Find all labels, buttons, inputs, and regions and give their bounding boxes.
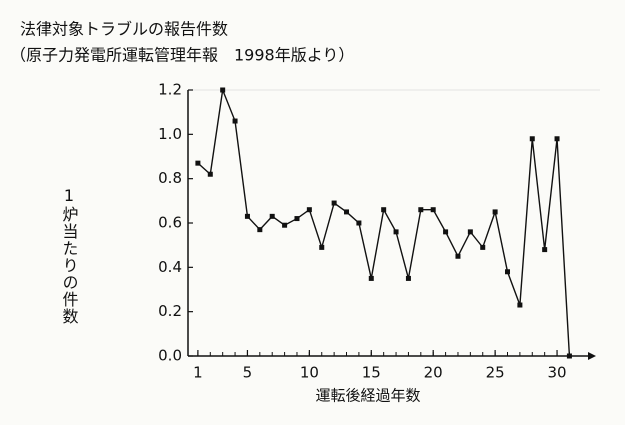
- x-tick-label: 30: [547, 364, 566, 382]
- x-tick-label: 1: [193, 364, 203, 382]
- data-point: [529, 136, 535, 142]
- data-point: [517, 302, 523, 308]
- x-axis-label: 運転後経過年数: [315, 387, 420, 405]
- data-point: [418, 207, 424, 213]
- x-tick-label: 25: [486, 364, 505, 382]
- data-point: [195, 160, 201, 166]
- data-point: [393, 229, 399, 235]
- data-point: [232, 118, 238, 124]
- data-point: [381, 207, 387, 213]
- chart-title: 法律対象トラブルの報告件数: [20, 20, 228, 39]
- x-tick-label: 15: [362, 364, 381, 382]
- data-point: [344, 209, 350, 215]
- data-point: [443, 229, 449, 235]
- data-point: [542, 247, 548, 253]
- data-point: [331, 200, 337, 206]
- data-point: [368, 275, 374, 281]
- y-tick-label: 0.2: [158, 302, 182, 320]
- chart-subtitle: （原子力発電所運転管理年報 1998年版より）: [10, 46, 354, 65]
- y-tick-label: 0.4: [158, 258, 182, 276]
- data-point: [492, 209, 498, 215]
- data-point: [480, 244, 486, 250]
- data-point: [269, 213, 275, 219]
- data-point: [554, 136, 560, 142]
- y-tick-label: 1.0: [158, 125, 182, 143]
- data-point: [430, 207, 436, 213]
- data-point: [244, 213, 250, 219]
- data-point: [306, 207, 312, 213]
- axis-arrow: [588, 352, 596, 360]
- y-tick-label: 0.0: [158, 347, 182, 365]
- data-point: [505, 269, 511, 275]
- x-tick-label: 5: [243, 364, 253, 382]
- data-point: [467, 229, 473, 235]
- data-point: [282, 222, 288, 228]
- data-point: [319, 244, 325, 250]
- data-point: [220, 87, 226, 93]
- y-tick-label: 1.2: [158, 81, 182, 99]
- data-point: [294, 216, 300, 222]
- data-point: [566, 353, 572, 359]
- data-point: [257, 227, 263, 233]
- x-tick-label: 10: [300, 364, 319, 382]
- y-tick-label: 0.8: [158, 169, 182, 187]
- data-point: [356, 220, 362, 226]
- data-point: [455, 253, 461, 259]
- y-axis-label: 1炉当たりの件数: [60, 186, 79, 325]
- data-point: [405, 275, 411, 281]
- x-tick-label: 20: [424, 364, 443, 382]
- y-tick-label: 0.6: [158, 214, 182, 232]
- data-point: [207, 171, 213, 177]
